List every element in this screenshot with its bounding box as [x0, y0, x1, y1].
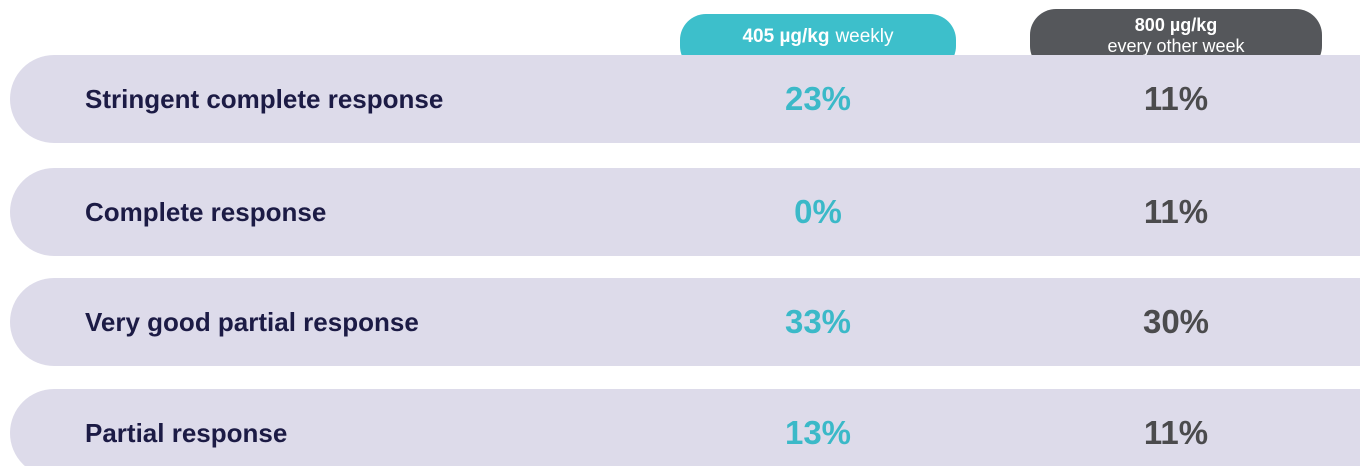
table-row: Partial response 13% 11% [10, 389, 1360, 466]
row-label: Complete response [85, 197, 327, 227]
row-label: Partial response [85, 418, 288, 448]
dose: 405 µg/kg [742, 26, 830, 47]
table-row: Very good partial response 33% 30% [10, 278, 1360, 366]
schedule: weekly [835, 26, 894, 47]
cell-value: 11% [1143, 80, 1209, 117]
table-row: Complete response 0% 11% [10, 168, 1360, 256]
cell-value: 13% [784, 414, 852, 451]
cell-value: 11% [1143, 414, 1209, 451]
cell-value: 0% [794, 193, 842, 230]
cell-value: 33% [784, 303, 852, 340]
dose: 800 µg/kg [1134, 14, 1218, 35]
cell-value: 23% [784, 80, 852, 117]
schedule: every other week [1107, 35, 1245, 56]
cell-value: 11% [1143, 193, 1209, 230]
row-label: Very good partial response [85, 307, 419, 337]
cell-value: 30% [1142, 303, 1210, 340]
table-row: Stringent complete response 23% 11% [10, 55, 1360, 143]
row-label: Stringent complete response [85, 84, 444, 114]
